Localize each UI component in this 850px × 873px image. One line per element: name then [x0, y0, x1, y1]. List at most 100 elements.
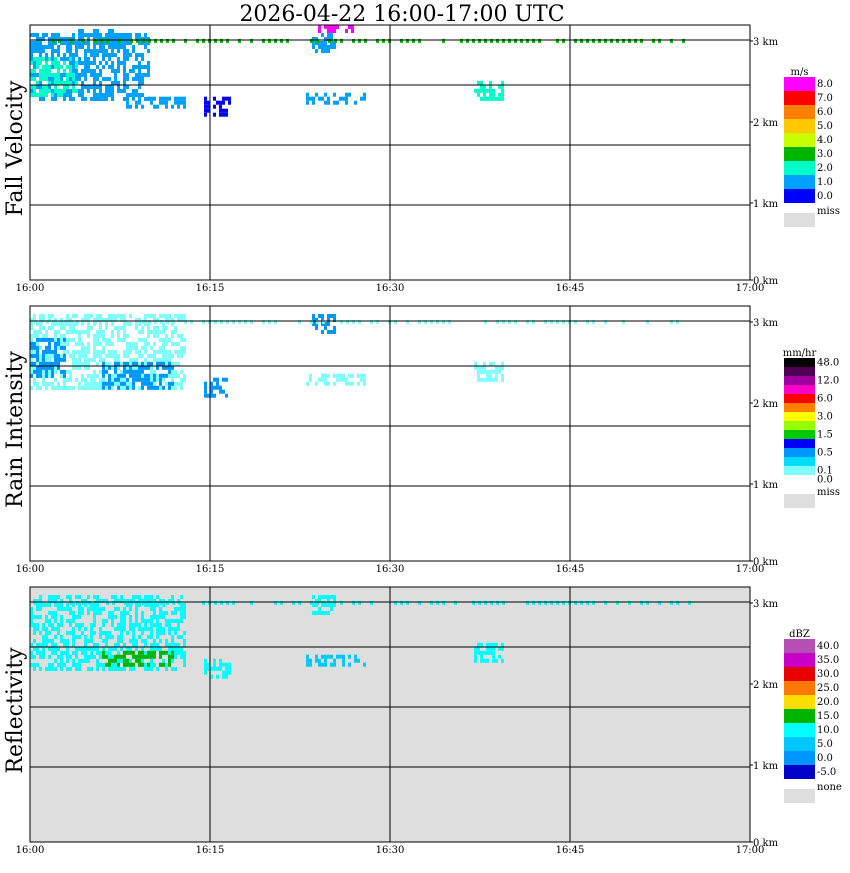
legend-swatch: [784, 376, 815, 385]
legend-swatch: [784, 147, 815, 161]
echo-region: [474, 361, 504, 382]
legend-swatch: [784, 91, 815, 105]
legend-label: -5.0: [817, 767, 836, 778]
legend-unit: m/s: [791, 67, 809, 78]
legend-label: 8.0: [817, 79, 833, 90]
top-band: [52, 38, 685, 43]
legend-label: 0.0: [817, 753, 833, 764]
legend-label: 3.0: [817, 149, 833, 160]
x-tick-label: 16:30: [376, 283, 405, 294]
legend-swatch: [784, 412, 815, 421]
echo-region: [474, 642, 504, 663]
plot-frame: [29, 24, 751, 281]
legend-swatch: [784, 133, 815, 147]
legend-missing-swatch: [784, 213, 815, 227]
legend-swatch: [784, 430, 815, 439]
legend-swatch: [784, 667, 815, 681]
legend-missing-swatch: [784, 789, 815, 803]
echo-region: [204, 96, 231, 117]
legend-unit: mm/hr: [783, 348, 817, 359]
legend-label: 30.0: [817, 669, 839, 680]
legend-missing-label: miss: [817, 206, 840, 217]
legend-swatch: [784, 457, 815, 466]
echo-region: [102, 361, 174, 390]
legend-swatch: [784, 737, 815, 751]
legend-label: 0.1: [817, 466, 833, 477]
y-tick-label: 0 km: [753, 276, 779, 287]
legend-label: 0.0: [817, 191, 833, 202]
legend-swatch: [784, 385, 815, 394]
legend-label: 6.0: [817, 107, 833, 118]
legend-unit: dBZ: [789, 629, 810, 640]
legend-label: 10.0: [817, 725, 839, 736]
echo-region: [102, 650, 174, 667]
legend-label: 20.0: [817, 697, 839, 708]
legend-swatch: [784, 765, 815, 779]
legend-label: 1.5: [817, 430, 833, 441]
legend-label: 5.0: [817, 121, 833, 132]
legend-swatch: [784, 475, 815, 484]
legend-swatch: [784, 695, 815, 709]
panel-label: Reflectivity: [3, 647, 28, 774]
legend-label: 35.0: [817, 655, 839, 666]
echo-region: [306, 654, 366, 667]
x-tick-label: 16:00: [16, 283, 45, 294]
x-tick-label: 16:45: [556, 283, 585, 294]
y-tick-label: 3 km: [753, 599, 779, 610]
legend-label: 0.5: [817, 448, 833, 459]
legend-swatch: [784, 403, 815, 412]
echo-region: [474, 80, 504, 101]
legend-label: 5.0: [817, 739, 833, 750]
legend-swatch: [784, 723, 815, 737]
legend-swatch: [784, 161, 815, 175]
legend-swatch: [784, 681, 815, 695]
y-tick-label: 1 km: [753, 480, 779, 491]
legend-missing-label: none: [817, 782, 842, 793]
plot-frame: [29, 586, 751, 843]
echo-region: [306, 373, 366, 386]
panel-1: 16:00 16:15 16:30 16:45 17:000 km 1 km 2 km 3 k…: [3, 24, 840, 294]
panel-label: Fall Velocity: [3, 80, 28, 216]
legend-swatch: [784, 394, 815, 403]
legend-label: 40.0: [817, 641, 839, 652]
x-tick-label: 16:00: [16, 564, 45, 575]
x-tick-label: 16:15: [196, 283, 225, 294]
y-tick-label: 0 km: [753, 557, 779, 568]
x-tick-label: 17:00: [736, 845, 765, 856]
y-tick-label: 2 km: [753, 399, 779, 410]
panel-2: 16:00 16:15 16:30 16:45 17:000 km 1 km 2 km 3 k…: [3, 305, 840, 575]
legend-label: 15.0: [817, 711, 839, 722]
x-tick-label: 16:00: [16, 845, 45, 856]
legend-swatch: [784, 189, 815, 203]
y-tick-label: 1 km: [753, 761, 779, 772]
legend-swatch: [784, 751, 815, 765]
legend-swatch: [784, 639, 815, 653]
x-tick-label: 16:30: [376, 845, 405, 856]
panel-label: Rain Intensity: [3, 350, 28, 507]
echo-region: [204, 658, 231, 679]
legend-label: 7.0: [817, 93, 833, 104]
x-tick-label: 16:45: [556, 845, 585, 856]
x-tick-label: 16:15: [196, 564, 225, 575]
legend-label: 25.0: [817, 683, 839, 694]
legend-label: 6.0: [817, 394, 833, 405]
x-tick-label: 16:15: [196, 845, 225, 856]
legend-swatch: [784, 709, 815, 723]
legend-label: 12.0: [817, 376, 839, 387]
x-tick-label: 17:00: [736, 283, 765, 294]
x-tick-label: 17:00: [736, 564, 765, 575]
legend-missing-label: miss: [817, 487, 840, 498]
y-tick-label: 2 km: [753, 680, 779, 691]
legend-swatch: [784, 421, 815, 430]
y-tick-label: 3 km: [753, 37, 779, 48]
echo-region: [318, 25, 354, 33]
echo-region: [306, 92, 366, 105]
legend-label: 2.0: [817, 163, 833, 174]
legend-swatch: [784, 175, 815, 189]
legend-swatch: [784, 77, 815, 91]
legend-label: 48.0: [817, 358, 839, 369]
legend-swatch: [784, 358, 815, 367]
legend-swatch: [784, 367, 815, 376]
top-band: [34, 600, 691, 605]
